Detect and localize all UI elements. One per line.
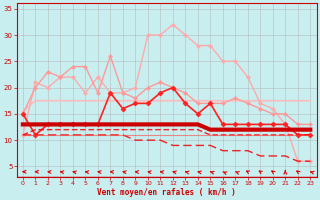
X-axis label: Vent moyen/en rafales ( km/h ): Vent moyen/en rafales ( km/h ) xyxy=(97,188,236,197)
